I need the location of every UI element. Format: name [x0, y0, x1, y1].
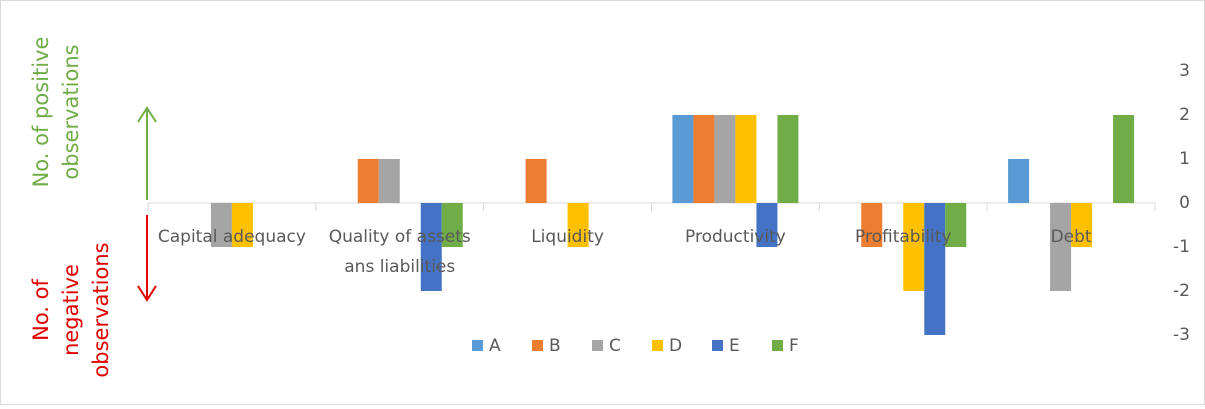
y-tick-label: -3 — [1173, 325, 1190, 345]
x-tick-label: Liquidity — [531, 227, 604, 247]
negative-annotation: observations — [89, 242, 113, 377]
bar — [861, 203, 883, 247]
x-tick-label: Productivity — [685, 227, 786, 247]
x-tick-label-box: Quality of assets ans liabilities — [328, 227, 471, 277]
x-tick-label: Quality of assets ans liabilities — [328, 227, 471, 277]
bar — [357, 159, 379, 203]
legend-swatch — [772, 340, 783, 351]
negative-annotation: negative — [59, 264, 83, 356]
x-tick-label: Capital adequacy — [157, 227, 306, 247]
bar — [420, 203, 442, 291]
y-tick-label: 3 — [1179, 61, 1190, 81]
legend-swatch — [472, 340, 483, 351]
bar — [777, 115, 799, 203]
bar — [693, 115, 715, 203]
y-tick-label: 0 — [1179, 193, 1190, 213]
legend-label: E — [729, 336, 740, 356]
bar — [567, 203, 589, 247]
legend-label: B — [549, 336, 561, 356]
legend-swatch — [532, 340, 543, 351]
legend-label: F — [789, 336, 799, 356]
negative-annotation: No. of — [29, 279, 53, 341]
x-tick-label: Profitability — [855, 227, 952, 247]
bar — [378, 159, 400, 203]
bar — [1008, 159, 1030, 203]
y-tick-label: 2 — [1179, 105, 1190, 125]
bar — [735, 115, 757, 203]
bar — [231, 203, 253, 247]
up-arrow-head — [137, 106, 157, 123]
down-arrow-head — [137, 285, 157, 302]
y-tick-label: 1 — [1179, 149, 1190, 169]
legend-label: C — [609, 336, 621, 356]
legend-swatch — [652, 340, 663, 351]
x-tick-label: Debt — [1050, 227, 1092, 247]
positive-annotation: No. of positive — [29, 37, 53, 188]
y-tick-label: -1 — [1173, 237, 1190, 257]
y-tick-label: -2 — [1173, 281, 1190, 301]
bar — [1113, 115, 1135, 203]
bar — [1050, 203, 1072, 291]
legend-label: A — [489, 336, 501, 356]
bar — [1071, 203, 1093, 247]
x-tick-label-box: Capital adequacy — [157, 227, 306, 247]
x-tick-label-box: Profitability — [855, 227, 952, 247]
bar — [441, 203, 463, 247]
bar — [714, 115, 736, 203]
bar — [672, 115, 694, 203]
legend-swatch — [712, 340, 723, 351]
legend-swatch — [592, 340, 603, 351]
legend-label: D — [669, 336, 682, 356]
x-tick-label-box: Debt — [1050, 227, 1092, 247]
bar — [525, 159, 547, 203]
bar — [924, 203, 946, 335]
bar — [945, 203, 967, 247]
bar — [903, 203, 925, 291]
positive-annotation: observations — [59, 44, 83, 179]
x-tick-label-box: Productivity — [685, 227, 786, 247]
bar — [210, 203, 232, 247]
bar — [756, 203, 778, 247]
x-tick-label-box: Liquidity — [531, 227, 604, 247]
